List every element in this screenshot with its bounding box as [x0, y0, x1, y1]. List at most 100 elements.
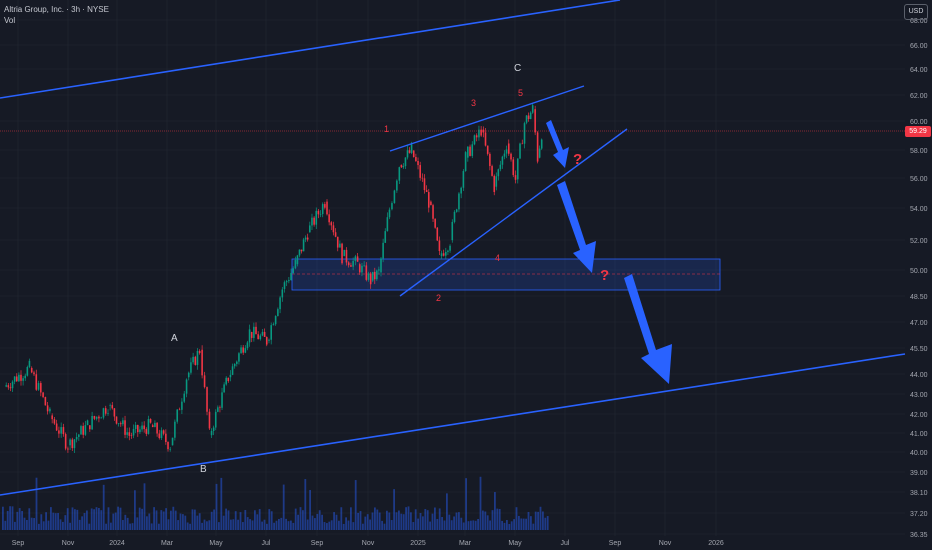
candle-body — [427, 192, 430, 208]
volume-bar — [218, 522, 220, 530]
volume-bar — [424, 509, 427, 530]
candle-body — [134, 425, 137, 429]
volume-bars — [2, 476, 549, 530]
volume-bar — [177, 520, 179, 530]
volume-bar — [227, 510, 230, 530]
volume-bar — [33, 518, 35, 530]
candle-body — [178, 409, 181, 411]
volume-bar — [407, 506, 410, 530]
volume-bar — [69, 522, 71, 530]
candle-body — [20, 374, 22, 381]
lower-channel-line[interactable] — [0, 353, 906, 496]
volume-bar — [455, 512, 458, 530]
candle-body — [274, 316, 277, 325]
projection-arrow-2[interactable] — [557, 181, 596, 273]
projection-arrow-1[interactable] — [546, 120, 569, 168]
candle-body — [330, 222, 333, 226]
volume-bar — [354, 480, 357, 530]
candle-body — [219, 407, 221, 408]
volume-bar — [196, 515, 199, 530]
volume-bar — [110, 522, 112, 530]
candle-body — [445, 251, 447, 256]
candle-body — [89, 425, 91, 430]
candle-body — [270, 325, 273, 340]
volume-bar — [513, 519, 515, 530]
support-zone[interactable] — [291, 258, 721, 291]
candle-body — [183, 393, 186, 402]
candle-body — [402, 166, 405, 168]
volume-bar — [369, 519, 371, 530]
candle-body — [46, 405, 49, 412]
y-tick-label: 64.00 — [910, 67, 928, 74]
candle-body — [455, 209, 458, 212]
volume-bar — [453, 516, 455, 530]
candle-body — [419, 165, 421, 178]
candle-body — [376, 270, 378, 280]
projection-arrow-3[interactable] — [624, 274, 672, 384]
volume-bar — [515, 507, 518, 530]
candle-body — [156, 422, 158, 434]
wedge-lower-line[interactable] — [399, 128, 628, 297]
volume-bar — [376, 509, 379, 530]
volume-bar — [182, 514, 184, 530]
candle-body — [194, 356, 197, 365]
candle-body — [447, 250, 449, 252]
volume-bar — [23, 517, 26, 530]
volume-bar — [191, 509, 194, 530]
candle-body — [393, 190, 396, 204]
candle-body — [109, 405, 111, 406]
volume-bar — [208, 520, 211, 530]
candle-body — [311, 217, 313, 226]
candle-body — [147, 419, 150, 434]
volume-bar — [465, 478, 467, 530]
candle-body — [304, 237, 307, 240]
upper-channel-line[interactable] — [0, 0, 621, 99]
x-tick-label: Sep — [311, 540, 324, 547]
candle-body — [71, 439, 74, 449]
candle-body — [326, 201, 328, 215]
candle-body — [73, 439, 76, 449]
volume-bar — [172, 506, 175, 530]
volume-bar — [474, 520, 477, 530]
volume-bar — [287, 521, 290, 530]
candle-body — [507, 143, 510, 154]
candle-body — [210, 430, 213, 436]
candle-body — [339, 243, 341, 248]
candle-body — [410, 144, 413, 153]
volume-bar — [438, 508, 441, 530]
volume-bar — [40, 514, 43, 530]
volume-bar — [105, 523, 107, 530]
x-tick-label: 2026 — [708, 540, 724, 547]
x-tick-label: Sep — [609, 540, 622, 547]
impulse-label-1: 1 — [384, 124, 389, 134]
volume-bar — [292, 522, 295, 530]
candle-body — [527, 115, 530, 120]
candle-body — [300, 249, 303, 252]
candle-body — [225, 377, 228, 385]
candle-body — [296, 255, 299, 265]
volume-bar — [333, 512, 335, 530]
candle-body — [434, 218, 436, 228]
volume-bar — [398, 510, 400, 530]
volume-bar — [532, 523, 535, 530]
volume-bar — [258, 509, 261, 530]
wedge-upper-line[interactable] — [389, 85, 585, 152]
y-tick-label: 44.00 — [910, 372, 928, 379]
volume-bar — [503, 522, 506, 530]
volume-bar — [206, 521, 208, 530]
candle-body — [128, 432, 131, 436]
volume-bar — [38, 523, 40, 530]
volume-bar — [153, 507, 155, 530]
volume-bar — [268, 509, 271, 530]
currency-button[interactable]: USD — [904, 4, 928, 20]
candle-body — [451, 221, 454, 241]
volume-bar — [489, 520, 491, 530]
volume-bar — [249, 519, 251, 530]
volume-bar — [261, 521, 263, 530]
volume-bar — [280, 517, 283, 530]
volume-bar — [450, 520, 453, 530]
volume-bar — [294, 508, 297, 530]
candle-body — [298, 249, 301, 256]
candle-body — [250, 331, 253, 338]
